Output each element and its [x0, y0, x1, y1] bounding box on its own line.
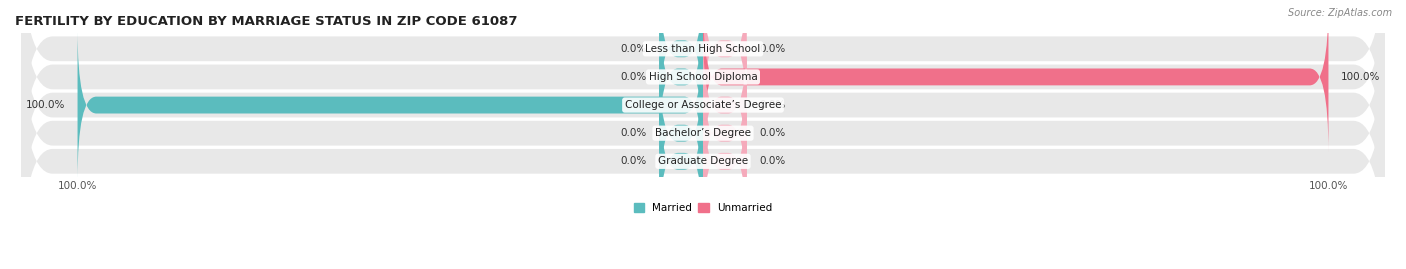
FancyBboxPatch shape — [659, 57, 703, 209]
Text: Less than High School: Less than High School — [645, 44, 761, 54]
Legend: Married, Unmarried: Married, Unmarried — [630, 199, 776, 217]
Text: Source: ZipAtlas.com: Source: ZipAtlas.com — [1288, 8, 1392, 18]
Text: 100.0%: 100.0% — [1341, 72, 1381, 82]
FancyBboxPatch shape — [659, 85, 703, 237]
Text: 0.0%: 0.0% — [620, 156, 647, 166]
Text: College or Associate’s Degree: College or Associate’s Degree — [624, 100, 782, 110]
Text: 0.0%: 0.0% — [620, 72, 647, 82]
FancyBboxPatch shape — [21, 0, 1385, 205]
FancyBboxPatch shape — [659, 0, 703, 125]
FancyBboxPatch shape — [21, 5, 1385, 261]
FancyBboxPatch shape — [703, 57, 747, 209]
FancyBboxPatch shape — [21, 0, 1385, 177]
Text: 0.0%: 0.0% — [759, 44, 786, 54]
FancyBboxPatch shape — [703, 29, 747, 181]
Text: 0.0%: 0.0% — [620, 44, 647, 54]
Text: Graduate Degree: Graduate Degree — [658, 156, 748, 166]
FancyBboxPatch shape — [703, 0, 747, 125]
FancyBboxPatch shape — [659, 1, 703, 153]
FancyBboxPatch shape — [703, 1, 1329, 153]
Text: 100.0%: 100.0% — [25, 100, 65, 110]
FancyBboxPatch shape — [21, 0, 1385, 233]
FancyBboxPatch shape — [77, 29, 703, 181]
Text: Bachelor’s Degree: Bachelor’s Degree — [655, 128, 751, 138]
FancyBboxPatch shape — [21, 33, 1385, 269]
Text: High School Diploma: High School Diploma — [648, 72, 758, 82]
FancyBboxPatch shape — [703, 85, 747, 237]
Text: 0.0%: 0.0% — [759, 128, 786, 138]
Text: 0.0%: 0.0% — [759, 156, 786, 166]
Text: FERTILITY BY EDUCATION BY MARRIAGE STATUS IN ZIP CODE 61087: FERTILITY BY EDUCATION BY MARRIAGE STATU… — [15, 15, 517, 28]
Text: 0.0%: 0.0% — [759, 100, 786, 110]
Text: 0.0%: 0.0% — [620, 128, 647, 138]
